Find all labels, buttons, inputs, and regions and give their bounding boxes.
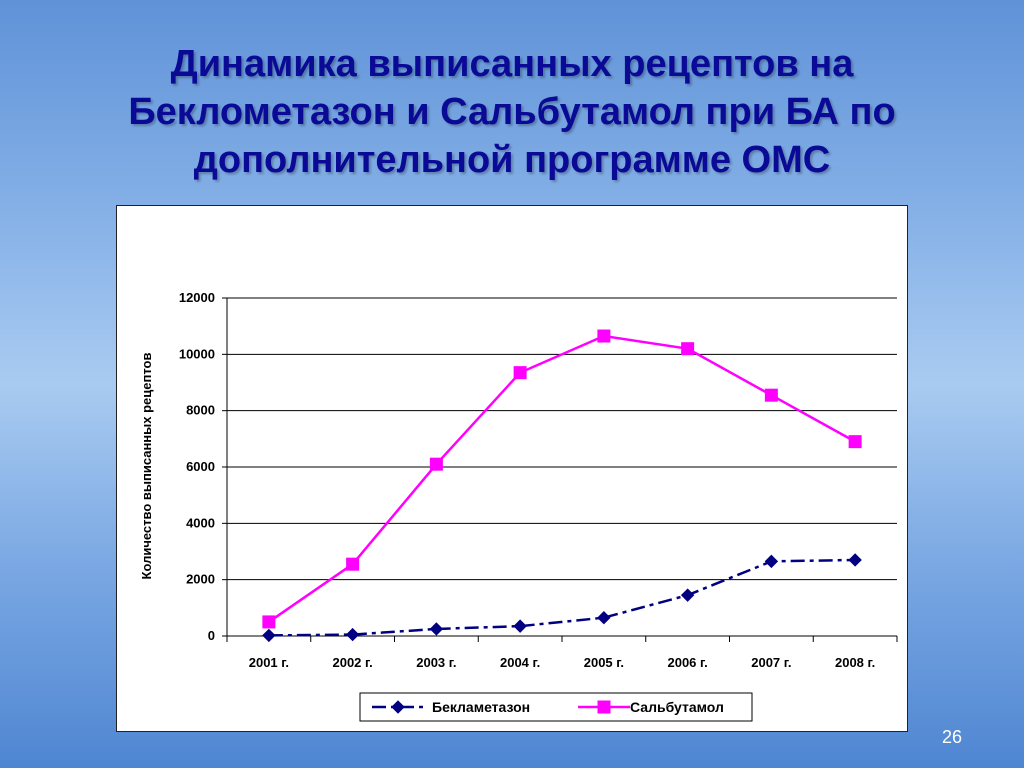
line-chart: 0 2000 4000 6000 8000 10000 12000 2001 г. 2002 … — [139, 290, 898, 722]
axes — [222, 297, 898, 642]
y-tick-label: 4000 — [186, 515, 215, 530]
x-tick-label: 2004 г. — [500, 655, 540, 670]
title-line-1: Динамика выписанных рецептов на — [170, 43, 854, 85]
chart-container: 0 2000 4000 6000 8000 10000 12000 2001 г. 2002 … — [116, 205, 908, 732]
page-number: 26 — [941, 727, 962, 747]
beclometasone-point — [597, 610, 611, 625]
beclometasone-point — [429, 622, 444, 636]
legend-marker — [597, 700, 611, 714]
y-tick-labels: 0 2000 4000 6000 8000 10000 12000 — [179, 290, 215, 643]
beclometasone-point — [513, 619, 527, 633]
salbutamol-point — [346, 557, 360, 571]
salbutamol-point — [513, 366, 527, 380]
title-line-3: дополнительной программе ОМС — [193, 139, 831, 181]
x-tick-label: 2005 г. — [584, 655, 624, 670]
salbutamol-point — [681, 342, 695, 356]
legend-marker — [391, 700, 405, 714]
slide-title: Динамика выписанных рецептов на Бекломет… — [40, 40, 984, 184]
salbutamol-line — [268, 334, 856, 623]
y-tick-label: 12000 — [179, 290, 215, 305]
y-tick-label: 8000 — [186, 403, 215, 418]
legend: Бекламетазон Сальбутамол — [359, 692, 753, 722]
salbutamol-point — [597, 329, 611, 343]
salbutamol-point — [848, 435, 862, 449]
x-tick-label: 2007 г. — [751, 655, 791, 670]
beclometasone-point — [262, 628, 276, 643]
salbutamol-point — [764, 388, 778, 402]
series-layer — [262, 329, 862, 643]
salbutamol-point — [262, 615, 276, 629]
legend-label: Сальбутамол — [630, 699, 724, 715]
x-tick-label: 2008 г. — [835, 655, 875, 670]
y-tick-label: 6000 — [186, 459, 215, 474]
beclometasone-point — [764, 554, 779, 569]
y-tick-label: 0 — [208, 628, 215, 643]
title-line-2: Беклометазон и Сальбутамол при БА по — [128, 91, 896, 133]
beclometasone-line — [268, 558, 856, 637]
beclometasone-point — [680, 588, 695, 602]
legend-label: Бекламетазон — [432, 699, 530, 715]
y-axis-label: Количество выписанных рецептов — [139, 353, 154, 580]
grid-lines — [227, 297, 897, 581]
beclometasone-point — [848, 553, 862, 567]
x-tick-label: 2003 г. — [416, 655, 456, 670]
y-tick-label: 10000 — [179, 346, 215, 361]
x-tick-label: 2001 г. — [249, 655, 289, 670]
beclometasone-point — [345, 627, 360, 642]
legend-box — [359, 692, 753, 722]
x-tick-label: 2002 г. — [332, 655, 372, 670]
y-tick-label: 2000 — [186, 572, 215, 587]
x-tick-labels: 2001 г. 2002 г. 2003 г. 2004 г. 2005 г. 2006 … — [249, 655, 876, 670]
salbutamol-point — [429, 457, 443, 471]
x-tick-label: 2006 г. — [667, 655, 707, 670]
